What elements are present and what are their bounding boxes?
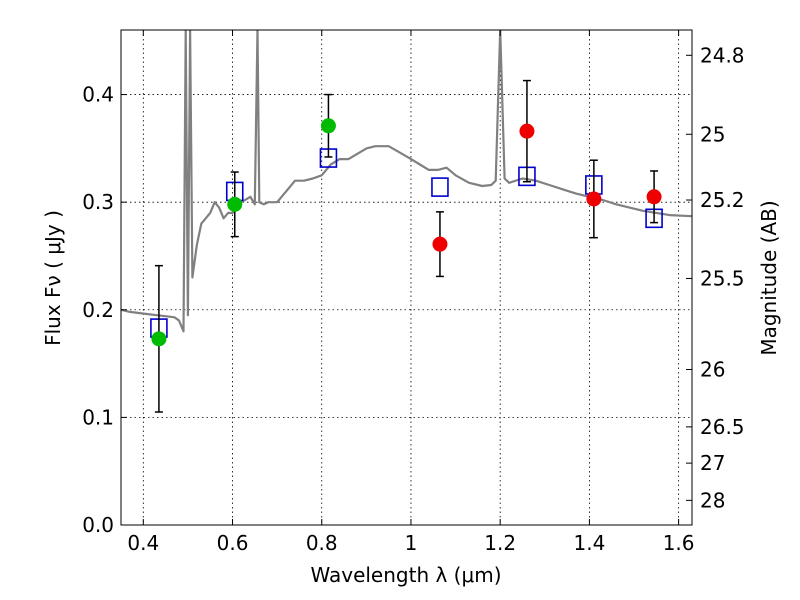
- model-square-marker: [431, 177, 449, 197]
- observed-point: [519, 123, 535, 139]
- y-tick-label: 0.2: [82, 298, 114, 322]
- observed-point: [320, 118, 336, 134]
- observed-point: [151, 331, 167, 347]
- x-tick-label: 0.8: [306, 531, 338, 555]
- y-axis-label: Flux Fν ( μJy ): [41, 210, 65, 346]
- right-tick-label: 26.5: [700, 415, 745, 439]
- plot-frame: [120, 29, 693, 526]
- spectrum-layer: [121, 30, 692, 333]
- right-tick-label: 24.8: [700, 43, 745, 67]
- x-tick-label: 1.2: [484, 531, 516, 555]
- x-tick-label: 0.4: [127, 531, 159, 555]
- y-tick-label: 0.4: [82, 83, 114, 107]
- right-axis-label: Magnitude (AB): [757, 200, 781, 355]
- right-tick-label: 27: [700, 451, 725, 475]
- observed-point: [227, 196, 243, 212]
- x-tick-label: 0.6: [217, 531, 249, 555]
- y-tick-label: 0.1: [82, 405, 114, 429]
- spectrum-line: [121, 30, 692, 333]
- grid: [121, 30, 692, 526]
- x-tick-label: 1: [405, 531, 418, 555]
- y-tick-label: 0.3: [82, 190, 114, 214]
- observed-point: [432, 236, 448, 252]
- observed-point: [586, 191, 602, 207]
- x-tick-label: 1.4: [573, 531, 605, 555]
- x-tick-label: 1.6: [663, 531, 695, 555]
- y-tick-label: 0.0: [82, 513, 114, 537]
- right-tick-label: 28: [700, 488, 725, 512]
- axes: 0.4 0.6 0.8 1 1.2 1.4 1.6 0.0 0.1 0.2 0.3 0.4 24.8 25…: [82, 30, 745, 555]
- right-tick-label: 26: [700, 358, 725, 382]
- right-tick-label: 25.5: [700, 266, 745, 290]
- right-tick-label: 25.2: [700, 188, 745, 212]
- observed-point: [646, 189, 662, 205]
- right-tick-label: 25: [700, 122, 725, 146]
- data-points-layer: [150, 79, 663, 413]
- x-axis-label: Wavelength λ (μm): [310, 563, 501, 587]
